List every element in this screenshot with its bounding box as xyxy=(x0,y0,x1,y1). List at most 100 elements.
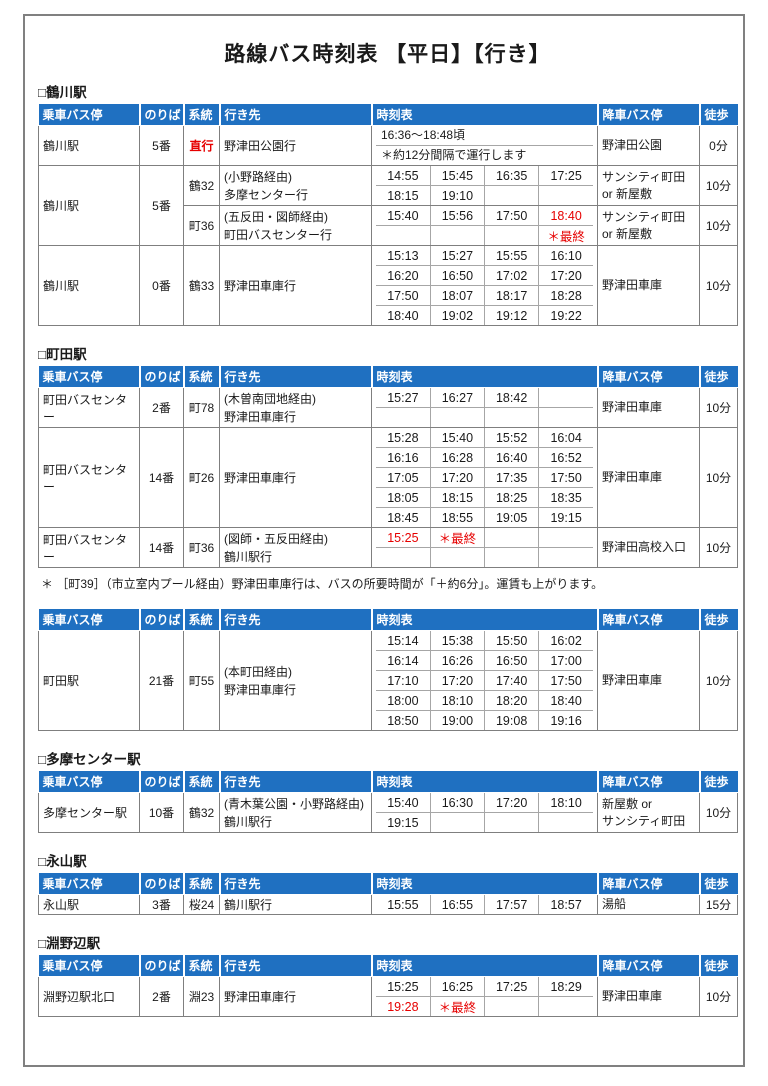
time-cell: 17:40 xyxy=(484,670,540,691)
table-row: 鶴川駅 5番 鶴32 (小野路経由) 多摩センター行 14:55 15:45 16:35 17:… xyxy=(38,165,738,246)
column-header: のりば xyxy=(138,104,184,126)
time-cell: 17:50 xyxy=(538,467,593,488)
time-cell: 15:27 xyxy=(430,246,486,266)
time-cell: 17:57 xyxy=(484,895,540,914)
column-header: 行き先 xyxy=(218,771,372,793)
alighting-stop-cell: 野津田車庫 xyxy=(597,387,700,428)
time-grid-row: 15:28 15:40 15:52 16:04 xyxy=(376,428,593,448)
alighting-stop-line: 野津田車庫 xyxy=(602,278,663,292)
alighting-stop-line: サンシティ町田 xyxy=(602,169,686,184)
column-header: 時刻表 xyxy=(370,873,598,895)
time-cell: 18:35 xyxy=(538,487,593,508)
alighting-stop-line: 野津田車庫 xyxy=(602,989,663,1003)
column-header: 系統 xyxy=(182,104,220,126)
time-cell xyxy=(538,528,593,548)
time-grid-row: 15:13 15:27 15:55 16:10 xyxy=(376,246,593,266)
destination-line: 鶴川駅行 xyxy=(224,549,273,564)
timetable-times-cell: 16:36～18:48頃 ＊約12分間隔で運行します xyxy=(371,125,598,166)
time-cell: 17:50 xyxy=(484,206,540,226)
table-header: 乗車バス停 のりば 系統 行き先 時刻表 降車バス停 徒歩 xyxy=(38,609,738,631)
column-header: 徒歩 xyxy=(698,366,738,388)
time-grid-row: 15:40 15:56 17:50 18:40 xyxy=(376,206,593,226)
alighting-stop-line: or 新屋敷 xyxy=(602,186,653,201)
destination-line: 鶴川駅行 xyxy=(224,814,273,829)
time-grid-row: 18:40 19:02 19:12 19:22 xyxy=(376,305,593,325)
column-header: のりば xyxy=(138,771,184,793)
time-grid-row: 17:10 17:20 17:40 17:50 xyxy=(376,670,593,691)
column-header: のりば xyxy=(138,609,184,631)
time-cell xyxy=(484,812,540,832)
section: □鶴川駅 乗車バス停 のりば 系統 行き先 時刻表 降車バス停 徒歩 鶴川駅 5番 直行 野津田公園行… xyxy=(38,81,743,326)
time-cell xyxy=(376,407,431,427)
time-cell: 16:10 xyxy=(538,246,593,266)
column-header: 時刻表 xyxy=(370,771,598,793)
route-number-cell: 直行 xyxy=(183,125,220,166)
time-cell: 15:56 xyxy=(430,206,486,226)
alighting-stop-cell: 野津田車庫 xyxy=(597,245,700,326)
time-cell: 17:50 xyxy=(376,285,431,306)
time-cell: 15:14 xyxy=(376,631,431,651)
time-cell xyxy=(539,408,593,427)
destination-line: 野津田車庫行 xyxy=(224,989,297,1004)
table-row: 町田バスセンター 14番 町36 (図師・五反田経由) 鶴川駅行 15:25 ＊最終 野津田高… xyxy=(38,527,738,568)
time-cell: 19:00 xyxy=(430,710,486,730)
time-cell: 19:22 xyxy=(550,308,582,323)
column-header: 乗車バス停 xyxy=(38,873,140,895)
time-cell: 17:20 xyxy=(430,670,486,691)
table-row: 鶴川駅 5番 直行 野津田公園行 16:36～18:48頃 ＊約12分間隔で運行します 野津… xyxy=(38,125,738,166)
walk-time-cell: 10分 xyxy=(699,387,738,428)
time-cell: 18:40 xyxy=(538,690,593,711)
destination-line: (五反田・図師経由) xyxy=(224,209,328,224)
table-row: 町田バスセンター 2番 町78 (木曽南団地経由) 野津田車庫行 15:27 16:27 18… xyxy=(38,387,738,428)
time-cell: 18:28 xyxy=(538,285,593,306)
time-grid-row xyxy=(376,547,593,567)
time-cell xyxy=(430,547,486,567)
column-header: 行き先 xyxy=(218,104,372,126)
route-number-cell: 町55 xyxy=(183,630,220,731)
table-body: 鶴川駅 5番 直行 野津田公園行 16:36～18:48頃 ＊約12分間隔で運行します 野津… xyxy=(38,125,738,326)
walk-time-cell: 0分 xyxy=(699,125,738,166)
walk-time-cell: 10分 xyxy=(699,792,738,833)
time-cell: ＊最終 xyxy=(430,996,486,1016)
time-cell: 19:16 xyxy=(550,713,582,728)
time-cell: 18:25 xyxy=(484,487,540,508)
header-row: 乗車バス停 のりば 系統 行き先 時刻表 降車バス停 徒歩 xyxy=(38,771,738,793)
time-cell: 17:20 xyxy=(484,793,540,813)
time-grid-row: 18:15 19:10 xyxy=(376,185,593,205)
alighting-stop-line: 野津田車庫 xyxy=(602,400,663,414)
time-grid-row: 15:14 15:38 15:50 16:02 xyxy=(376,631,593,651)
time-cell: 19:15 xyxy=(376,812,431,832)
time-cell: 18:57 xyxy=(550,897,582,912)
time-grid-row: 16:16 16:28 16:40 16:52 xyxy=(376,447,593,468)
table-header: 乗車バス停 のりば 系統 行き先 時刻表 降車バス停 徒歩 xyxy=(38,955,738,977)
time-cell: 15:28 xyxy=(376,428,431,448)
time-cell: 16:52 xyxy=(538,447,593,468)
time-grid-row: 15:55 16:55 17:57 18:57 xyxy=(376,895,593,914)
time-grid-row: 19:28 ＊最終 xyxy=(376,996,593,1016)
time-cell: ＊最終 xyxy=(547,230,585,244)
timetable: 乗車バス停 のりば 系統 行き先 時刻表 降車バス停 徒歩 多摩センター駅 10番 鶴32 (青木葉… xyxy=(38,771,738,833)
column-header: 時刻表 xyxy=(370,609,598,631)
alighting-stop-cell: 新屋敷 or サンシティ町田 xyxy=(597,792,700,833)
alighting-stop-cell: 野津田車庫 xyxy=(597,976,700,1017)
time-cell: 16:27 xyxy=(430,388,486,408)
destination-line: 野津田車庫行 xyxy=(224,278,297,293)
time-grid: 15:55 16:55 17:57 18:57 xyxy=(376,895,593,914)
time-grid-row: 19:15 xyxy=(376,812,593,832)
destination-cell: (五反田・図師経由) 町田バスセンター行 xyxy=(219,205,372,246)
timetable-times-cell: 15:14 15:38 15:50 16:02 16:14 16:26 16:50 17:00… xyxy=(371,630,598,731)
alighting-stop-cell: 湯船 xyxy=(597,894,700,915)
section-heading: □多摩センター駅 xyxy=(38,752,141,767)
document-page: 路線バス時刻表 【平日】【行き】 □鶴川駅 乗車バス停 のりば 系統 行き先 時刻表 降車バ… xyxy=(23,14,745,1067)
column-header: 降車バス停 xyxy=(596,104,700,126)
platform-cell: 3番 xyxy=(139,894,184,915)
timetable: 乗車バス停 のりば 系統 行き先 時刻表 降車バス停 徒歩 永山駅 3番 桜24 鶴川駅行 15:55… xyxy=(38,873,738,915)
column-header: 系統 xyxy=(182,873,220,895)
platform-cell: 10番 xyxy=(139,792,184,833)
destination-cell: (本町田経由) 野津田車庫行 xyxy=(219,630,372,731)
time-cell xyxy=(430,812,486,832)
time-cell xyxy=(484,225,540,245)
alighting-stop-cell: 野津田高校入口 xyxy=(597,527,700,568)
time-cell: 18:50 xyxy=(376,710,431,730)
time-cell: 16:30 xyxy=(430,793,486,813)
